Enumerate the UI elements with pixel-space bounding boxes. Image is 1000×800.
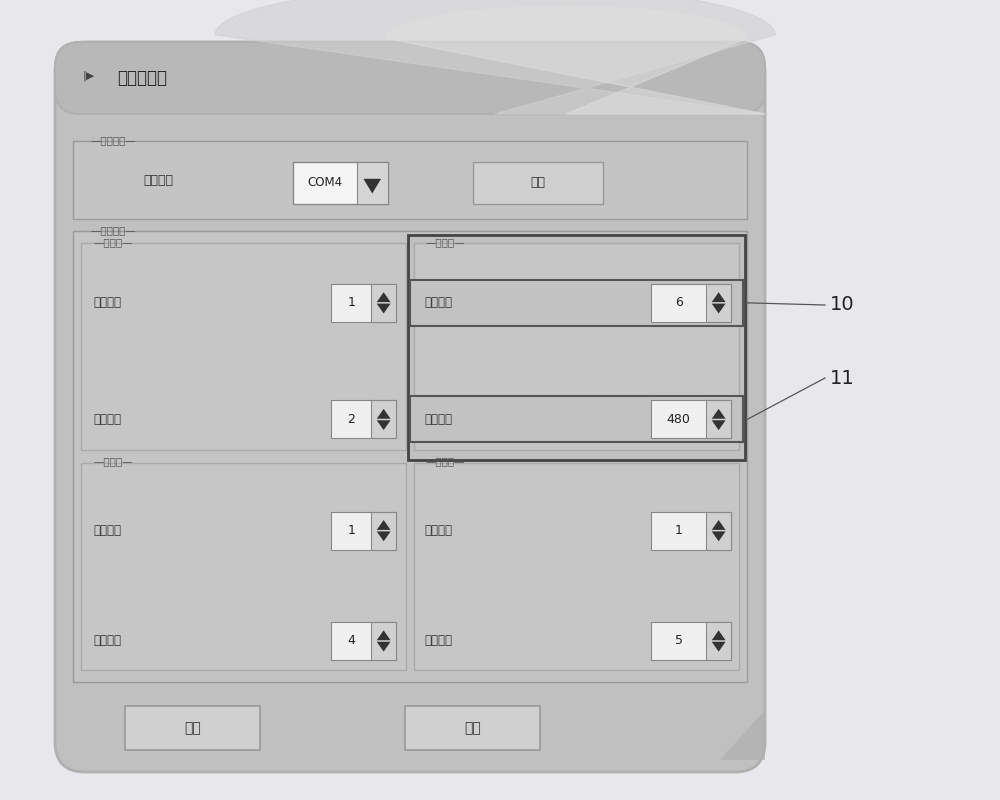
Text: 6: 6 bbox=[675, 296, 683, 310]
Bar bbox=[371, 284, 396, 322]
Polygon shape bbox=[377, 304, 391, 314]
Text: 热电偶号: 热电偶号 bbox=[93, 524, 121, 537]
Polygon shape bbox=[720, 710, 765, 760]
Text: |▶: |▶ bbox=[83, 70, 95, 82]
Bar bbox=[706, 622, 731, 660]
Text: 触发温度: 触发温度 bbox=[424, 634, 452, 647]
Polygon shape bbox=[712, 642, 726, 652]
Polygon shape bbox=[712, 520, 726, 530]
Bar bbox=[405, 706, 540, 750]
Text: 热电偶号: 热电偶号 bbox=[424, 296, 452, 310]
Polygon shape bbox=[377, 642, 391, 652]
Text: 触发温度: 触发温度 bbox=[93, 413, 121, 426]
Text: 触发温度: 触发温度 bbox=[424, 413, 452, 426]
Polygon shape bbox=[377, 531, 391, 542]
Text: 5: 5 bbox=[675, 634, 683, 647]
Text: 确定: 确定 bbox=[184, 721, 201, 735]
Bar bbox=[651, 401, 731, 438]
Text: 4: 4 bbox=[347, 634, 355, 647]
Polygon shape bbox=[215, 0, 775, 114]
Bar bbox=[331, 622, 396, 660]
Text: 11: 11 bbox=[830, 369, 855, 387]
Bar bbox=[81, 462, 406, 670]
Text: 480: 480 bbox=[667, 413, 691, 426]
Bar bbox=[473, 162, 603, 204]
Polygon shape bbox=[377, 292, 391, 302]
Polygon shape bbox=[712, 304, 726, 314]
Bar bbox=[706, 512, 731, 550]
Text: 吸烟机设置: 吸烟机设置 bbox=[117, 69, 167, 87]
Text: 触发温度: 触发温度 bbox=[93, 634, 121, 647]
Polygon shape bbox=[363, 178, 381, 194]
FancyBboxPatch shape bbox=[55, 42, 765, 114]
Bar bbox=[651, 512, 731, 550]
Bar bbox=[371, 622, 396, 660]
Polygon shape bbox=[712, 531, 726, 542]
Text: —触发设置—: —触发设置— bbox=[91, 226, 137, 235]
Bar bbox=[410, 397, 743, 442]
Text: 取消: 取消 bbox=[464, 721, 481, 735]
Bar bbox=[414, 243, 739, 450]
Bar bbox=[331, 284, 396, 322]
Bar bbox=[125, 706, 260, 750]
Text: —第四组—: —第四组— bbox=[426, 457, 466, 466]
Bar bbox=[706, 401, 731, 438]
Text: 1: 1 bbox=[675, 524, 683, 537]
Text: 10: 10 bbox=[830, 295, 855, 314]
Text: COM4: COM4 bbox=[307, 177, 342, 190]
Bar bbox=[73, 231, 747, 682]
Polygon shape bbox=[712, 409, 726, 418]
Text: 串口选择: 串口选择 bbox=[143, 174, 173, 186]
Bar bbox=[73, 141, 747, 219]
Polygon shape bbox=[377, 520, 391, 530]
Bar bbox=[331, 401, 396, 438]
Text: 2: 2 bbox=[347, 413, 355, 426]
Polygon shape bbox=[712, 292, 726, 302]
Polygon shape bbox=[377, 420, 391, 430]
Text: —第三组—: —第三组— bbox=[93, 457, 132, 466]
Bar bbox=[371, 401, 396, 438]
Text: 1: 1 bbox=[347, 524, 355, 537]
Bar bbox=[706, 284, 731, 322]
FancyBboxPatch shape bbox=[55, 42, 765, 772]
Bar bbox=[408, 235, 745, 461]
Bar bbox=[293, 162, 388, 204]
Polygon shape bbox=[386, 6, 765, 114]
Polygon shape bbox=[712, 420, 726, 430]
Polygon shape bbox=[712, 630, 726, 640]
Polygon shape bbox=[377, 409, 391, 418]
Bar bbox=[81, 243, 406, 450]
Bar bbox=[410, 280, 743, 326]
Bar bbox=[371, 512, 396, 550]
Text: —第二组—: —第二组— bbox=[426, 237, 466, 247]
Polygon shape bbox=[377, 630, 391, 640]
Text: 测试: 测试 bbox=[531, 177, 546, 190]
Bar bbox=[414, 462, 739, 670]
Text: 热电偶号: 热电偶号 bbox=[93, 296, 121, 310]
Bar bbox=[651, 622, 731, 660]
Text: —第一组—: —第一组— bbox=[93, 237, 132, 247]
Text: 热电偶号: 热电偶号 bbox=[424, 524, 452, 537]
Bar bbox=[651, 284, 731, 322]
Text: —串口设置—: —串口设置— bbox=[91, 135, 137, 146]
Bar bbox=[356, 162, 388, 204]
Bar bbox=[331, 512, 396, 550]
Text: 1: 1 bbox=[347, 296, 355, 310]
